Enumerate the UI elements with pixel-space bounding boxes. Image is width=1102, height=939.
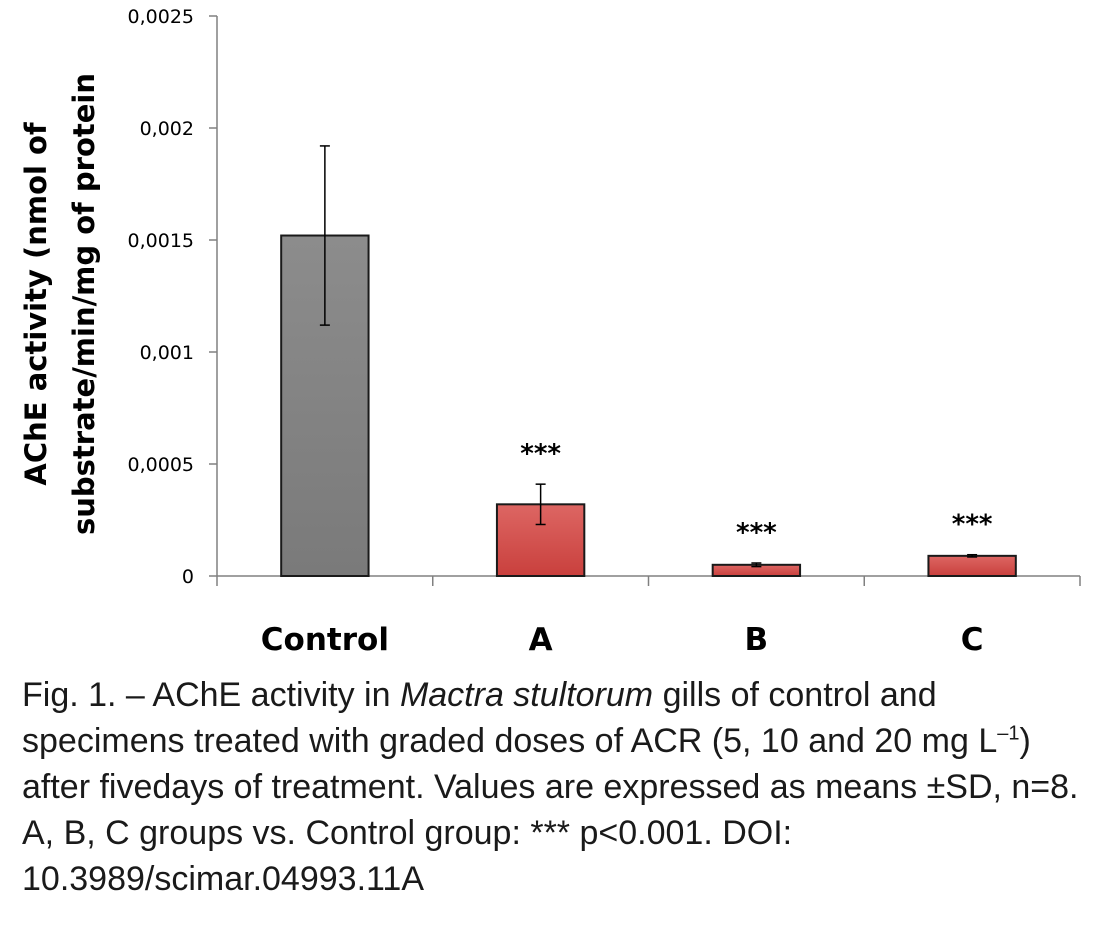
category-label-a: A: [529, 622, 553, 658]
significance-label: ***: [520, 439, 561, 469]
y-axis-title-line-1: AChE activity (nmol of: [19, 122, 53, 486]
bar-chart: 0 0,0005 0,001 0,0015 0,002 0,0025 Control *** A…: [19, 6, 1081, 658]
significance-label: ***: [736, 518, 777, 548]
y-tick-label: 0: [182, 566, 194, 588]
significance-label: ***: [952, 510, 993, 540]
y-tick-label: 0,0005: [128, 454, 194, 476]
figure-caption: Fig. 1. – AChE activity in Mactra stulto…: [22, 672, 1097, 902]
chart-figure: 0 0,0005 0,001 0,0015 0,002 0,0025 Control *** A…: [19, 6, 1081, 658]
caption-suffix: ) after fivedays of treatment. Values ar…: [22, 722, 1079, 898]
category-label-b: B: [745, 622, 769, 658]
caption-prefix: Fig. 1. – AChE activity in: [22, 676, 400, 714]
bar-c: [927, 554, 1017, 578]
y-tick-label: 0,001: [140, 342, 194, 364]
category-label-control: Control: [261, 622, 389, 658]
y-axis-title-line-2: substrate/min/mg of protein: [67, 73, 101, 535]
y-tick-label: 0,002: [140, 118, 194, 140]
caption-species: Mactra stultorum: [399, 676, 654, 714]
y-tick-label: 0,0025: [128, 6, 194, 28]
y-tick-label: 0,0015: [128, 230, 194, 252]
caption-middle: gills of control and specimens treated w…: [22, 676, 998, 760]
caption-superscript: –1: [997, 722, 1020, 745]
category-label-c: C: [961, 622, 984, 658]
